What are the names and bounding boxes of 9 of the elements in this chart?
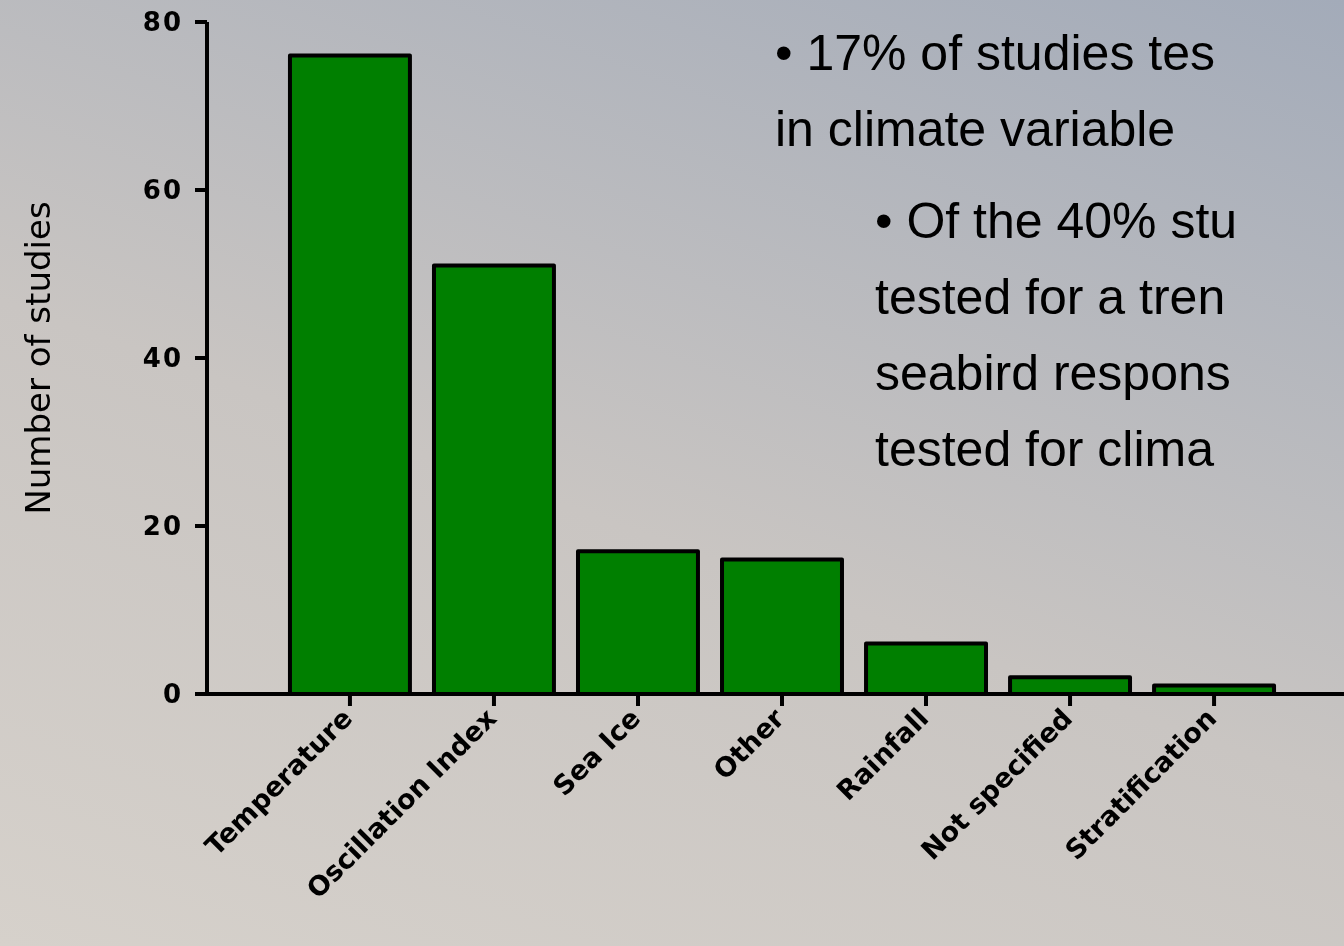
annotation: • Of the 40% stu tested for a tren seabird respons tested for clima [875, 192, 1238, 477]
y-tick-label: 40 [142, 343, 183, 374]
y-tick-label: 60 [142, 175, 183, 206]
x-tick-label: Sea Ice [546, 702, 647, 802]
y-tick-label: 0 [162, 679, 183, 710]
y-axis-title: Number of studies [18, 201, 58, 515]
y-tick-label: 20 [142, 511, 183, 542]
annotation: • 17% of studies tes in climate variable [775, 24, 1215, 157]
y-tick-label: 80 [142, 7, 183, 38]
